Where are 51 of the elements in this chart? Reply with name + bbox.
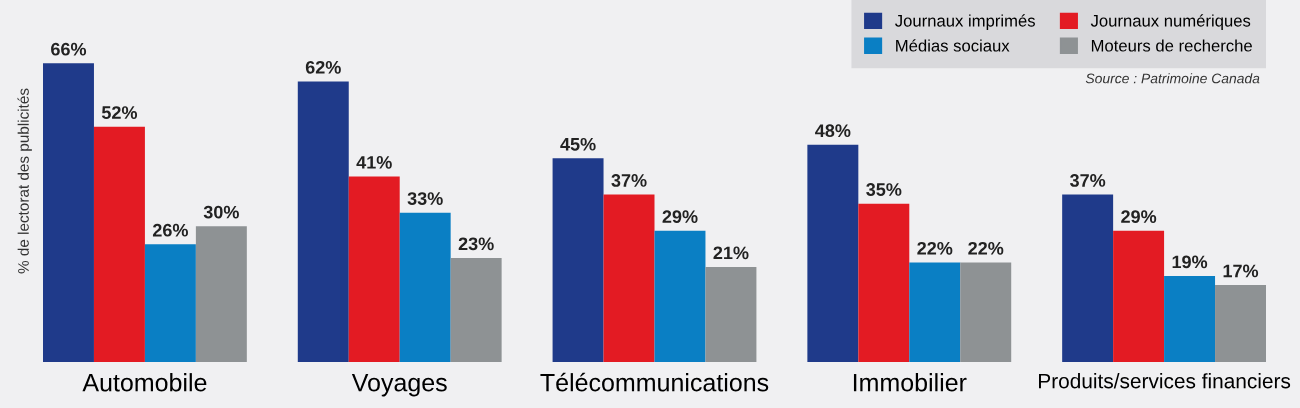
- bar: [603, 194, 655, 362]
- bar: [1164, 276, 1216, 362]
- legend-label: Médias sociaux: [896, 39, 1010, 52]
- bar: [807, 144, 859, 362]
- y-axis-title: % de lectorat des publicités: [17, 88, 32, 274]
- data-label: 52%: [101, 106, 138, 119]
- bar: [297, 81, 349, 362]
- bar: [43, 63, 94, 362]
- bar: [399, 212, 451, 362]
- data-label: 62%: [305, 60, 341, 74]
- bar: [960, 262, 1012, 362]
- bar: [1113, 230, 1165, 362]
- data-label: 33%: [407, 192, 443, 205]
- bar: [1062, 194, 1114, 362]
- data-label: 48%: [815, 124, 851, 138]
- bar: [858, 203, 910, 362]
- x-tick-label: Immobilier: [853, 373, 967, 392]
- bar: [909, 262, 961, 362]
- x-tick-label: Télécommunications: [540, 372, 769, 392]
- bar: [195, 226, 247, 362]
- bar: [93, 126, 145, 362]
- data-label: 30%: [203, 205, 239, 219]
- data-label: 45%: [560, 137, 596, 151]
- x-tick-label: Automobile: [82, 373, 207, 392]
- bar: [1215, 285, 1266, 362]
- bar: [552, 158, 604, 362]
- x-tick-label: Voyages: [351, 374, 447, 397]
- data-label: 35%: [866, 183, 902, 196]
- data-label: 17%: [1223, 264, 1259, 278]
- data-label: 41%: [356, 156, 392, 169]
- legend-label: Moteurs de recherche: [1091, 39, 1252, 52]
- data-label: 37%: [1069, 174, 1106, 187]
- data-label: 26%: [152, 223, 188, 237]
- data-label: 23%: [458, 237, 494, 251]
- bar: [654, 230, 706, 362]
- annotation: Source : Patrimoine Canada: [1085, 73, 1260, 84]
- data-label: 37%: [611, 174, 647, 187]
- data-label: 29%: [1121, 210, 1157, 224]
- data-label: 21%: [713, 246, 749, 260]
- x-tick-label: Produits/services financiers: [1039, 373, 1291, 389]
- bar: [348, 176, 400, 362]
- bar: [144, 244, 196, 362]
- bar: [705, 266, 757, 362]
- data-label: 22%: [968, 241, 1004, 255]
- data-label: 19%: [1172, 255, 1208, 269]
- legend-label: Journaux imprimés: [895, 14, 1035, 30]
- data-label: 29%: [662, 210, 698, 224]
- bar: [450, 257, 502, 362]
- legend-label: Journaux numériques: [1090, 14, 1251, 30]
- data-label: 22%: [917, 241, 953, 255]
- data-label: 66%: [51, 42, 87, 56]
